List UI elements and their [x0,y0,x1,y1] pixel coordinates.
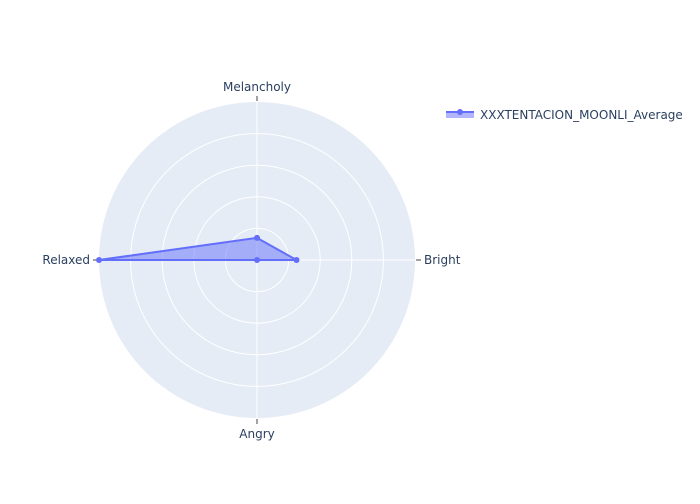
series-fill-0 [99,237,297,260]
data-point-relaxed [96,257,102,263]
series-layer [96,234,300,263]
legend-label: XXXTENTACION_MOONLI_Average [480,108,683,122]
angular-tick-labels: Bright Melancholy Relaxed Angry [42,80,460,441]
data-point-melancholy [254,234,260,241]
axis-label-melancholy: Melancholy [223,80,291,94]
data-point-angry [254,257,260,263]
axis-label-relaxed: Relaxed [42,253,90,267]
axis-label-angry: Angry [239,427,274,441]
data-point-bright [293,257,300,263]
legend[interactable]: XXXTENTACION_MOONLI_Average [446,108,683,122]
legend-swatch-marker [457,109,463,115]
axis-label-bright: Bright [424,253,461,267]
